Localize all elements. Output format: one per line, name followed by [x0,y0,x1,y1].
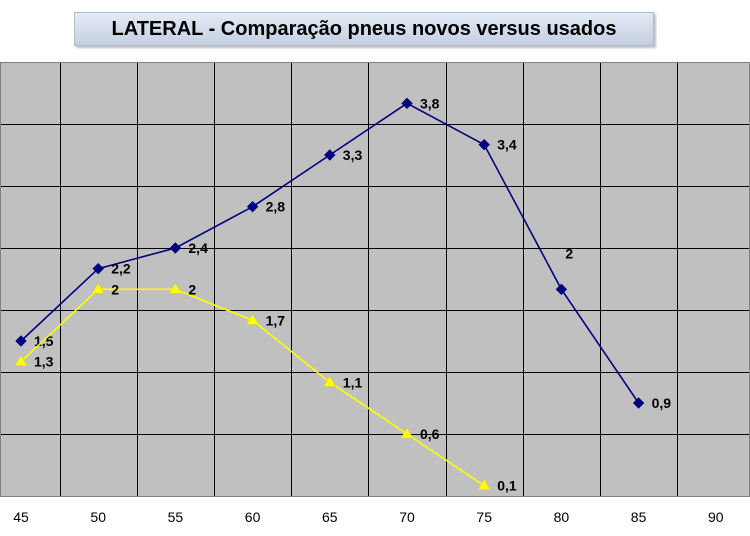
data-label: 2,8 [266,199,286,215]
data-label: 2 [188,281,196,297]
x-tick-label: 90 [708,509,724,525]
data-label: 0,6 [420,426,440,442]
data-point-diamond [92,262,104,275]
data-point-diamond [401,97,413,110]
data-point-diamond [246,200,259,213]
data-label: 3,4 [497,137,517,153]
x-tick-label: 70 [399,509,415,525]
data-point-diamond [478,138,490,151]
x-tick-label: 60 [245,509,261,525]
data-point-triangle [168,282,182,294]
data-point-triangle [323,375,337,387]
data-point-diamond [555,283,568,296]
data-label: 1,1 [343,374,363,390]
data-label: 1,7 [266,312,286,328]
data-point-diamond [15,335,27,347]
plot-area [0,62,750,496]
x-tick-label: 50 [90,509,106,525]
data-point-diamond [324,149,336,161]
data-point-diamond [169,242,182,254]
x-tick-label: 75 [476,509,492,525]
chart-title-area: LATERAL - Comparação pneus novos versus … [0,0,750,58]
data-label: 2 [111,281,119,297]
data-label: 2,2 [111,261,131,277]
x-tick-label: 80 [554,509,570,525]
data-point-triangle [91,282,105,294]
data-label: 3,8 [420,95,440,111]
chart-title-box: LATERAL - Comparação pneus novos versus … [74,12,654,46]
x-tick-label: 55 [168,509,184,525]
x-tick-label: 85 [631,509,647,525]
chart-title: LATERAL - Comparação pneus novos versus … [111,17,617,40]
data-label: 1,3 [34,354,54,370]
data-label: 2 [565,245,573,261]
data-label: 0,9 [652,395,672,411]
data-point-triangle [477,479,491,490]
data-point-triangle [400,427,414,439]
data-label: 2,4 [188,240,208,256]
x-tick-label: 65 [322,509,338,525]
data-point-diamond [632,397,645,409]
data-point-triangle [14,355,28,366]
data-label: 0,1 [497,478,517,494]
x-tick-label: 45 [13,509,29,525]
data-label: 3,3 [343,147,363,163]
data-point-triangle [246,313,260,325]
